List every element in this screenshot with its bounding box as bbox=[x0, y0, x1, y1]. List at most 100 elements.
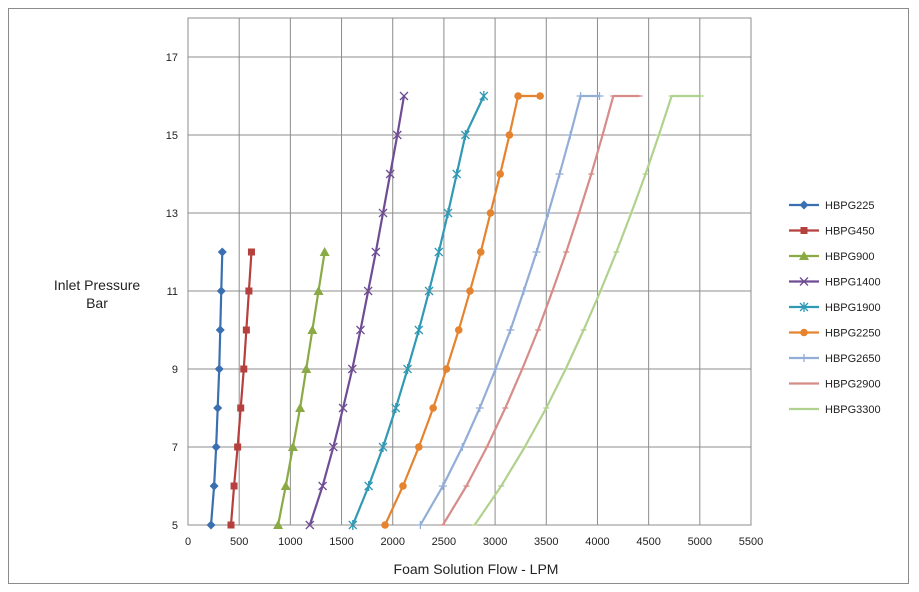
data-point-hbpg2650 bbox=[532, 248, 541, 256]
data-point-hbpg450 bbox=[237, 404, 245, 412]
series-hbpg3300 bbox=[471, 94, 704, 526]
series-line-hbpg3300 bbox=[473, 94, 701, 526]
data-point-hbpg1400 bbox=[385, 169, 395, 179]
x-axis-ticks: 0 500 1000 1500 2000 2500 3000 3500 4000 4500 5000… bbox=[185, 536, 763, 548]
data-point-hbpg225 bbox=[215, 325, 225, 335]
data-point-hbpg1900 bbox=[378, 442, 388, 452]
chart-frame bbox=[8, 8, 909, 584]
data-point-hbpg900 bbox=[273, 520, 284, 529]
data-point-hbpg2250 bbox=[496, 170, 505, 178]
data-point-hbpg1900 bbox=[364, 481, 374, 491]
legend-item-hbpg1400: HBPG1400 bbox=[789, 277, 881, 289]
x-tick-label: 3000 bbox=[483, 536, 507, 548]
plot-area bbox=[187, 17, 752, 526]
series-line-hbpg900 bbox=[277, 251, 326, 526]
data-point-hbpg1400 bbox=[347, 364, 357, 374]
y-axis-label-line-1: Inlet Pressure bbox=[54, 277, 141, 293]
x-tick-label: 1500 bbox=[329, 536, 353, 548]
data-point-hbpg225 bbox=[214, 364, 224, 374]
legend-marker bbox=[800, 354, 808, 362]
data-point-hbpg900 bbox=[287, 442, 298, 451]
data-point-hbpg2650 bbox=[576, 92, 585, 100]
data-point-hbpg1400 bbox=[356, 325, 365, 335]
data-point-hbpg2650 bbox=[519, 287, 528, 295]
legend-label: HBPG900 bbox=[825, 251, 875, 263]
data-point-hbpg2250 bbox=[381, 521, 389, 529]
data-point-hbpg2650 bbox=[555, 170, 564, 178]
data-point-hbpg2250 bbox=[399, 482, 407, 490]
series-line-hbpg2900 bbox=[441, 94, 640, 526]
data-point-hbpg1900 bbox=[443, 208, 453, 218]
grid-lines bbox=[187, 18, 752, 526]
x-tick-label: 0 bbox=[185, 536, 191, 548]
plot-area-border bbox=[187, 17, 752, 526]
series-line-hbpg450 bbox=[229, 251, 253, 526]
data-point-hbpg2250 bbox=[476, 248, 485, 256]
series-hbpg2250 bbox=[381, 92, 544, 529]
data-point-hbpg900 bbox=[301, 364, 312, 373]
series-hbpg1900 bbox=[348, 91, 489, 530]
data-point-hbpg2650 bbox=[566, 131, 575, 139]
data-point-hbpg2250 bbox=[514, 92, 522, 100]
data-point-hbpg225 bbox=[217, 247, 227, 257]
data-point-hbpg2250 bbox=[486, 209, 495, 217]
data-point-hbpg1400 bbox=[399, 91, 409, 101]
data-point-hbpg1900 bbox=[414, 325, 424, 335]
data-point-hbpg900 bbox=[307, 325, 318, 334]
data-point-hbpg1400 bbox=[392, 130, 402, 140]
legend-item-hbpg450: HBPG450 bbox=[789, 226, 875, 238]
legend-item-hbpg2650: HBPG2650 bbox=[789, 353, 881, 365]
y-tick-label: 5 bbox=[172, 520, 178, 532]
data-point-hbpg2250 bbox=[429, 404, 437, 412]
data-point-hbpg2650 bbox=[458, 443, 467, 451]
x-tick-label: 2000 bbox=[380, 536, 404, 548]
data-point-hbpg1900 bbox=[460, 130, 470, 140]
legend-item-hbpg2900: HBPG2900 bbox=[789, 379, 881, 391]
data-point-hbpg2650 bbox=[438, 482, 447, 490]
legend-label: HBPG225 bbox=[825, 200, 875, 212]
series-hbpg450 bbox=[227, 248, 255, 529]
series-line-hbpg1400 bbox=[308, 95, 406, 526]
legend-item-hbpg900: HBPG900 bbox=[789, 251, 875, 263]
data-point-hbpg900 bbox=[295, 403, 306, 412]
y-axis-ticks: 5 7 9 11 13 15 17 bbox=[166, 52, 178, 532]
data-point-hbpg2250 bbox=[415, 443, 423, 451]
data-point-hbpg2250 bbox=[536, 92, 544, 100]
y-tick-label: 13 bbox=[166, 208, 178, 220]
data-point-hbpg1400 bbox=[378, 208, 388, 218]
data-point-hbpg450 bbox=[227, 521, 235, 529]
data-point-hbpg1900 bbox=[348, 520, 358, 530]
x-tick-label: 3500 bbox=[534, 536, 558, 548]
data-point-hbpg1900 bbox=[403, 364, 413, 374]
data-point-hbpg1400 bbox=[371, 247, 381, 257]
data-point-hbpg900 bbox=[280, 481, 291, 490]
y-tick-label: 7 bbox=[172, 442, 178, 454]
data-point-hbpg1900 bbox=[391, 403, 401, 413]
x-tick-label: 5000 bbox=[688, 536, 712, 548]
x-tick-label: 4000 bbox=[585, 536, 609, 548]
data-point-hbpg1400 bbox=[328, 442, 338, 452]
series-line-hbpg225 bbox=[209, 251, 224, 526]
y-tick-label: 9 bbox=[172, 364, 178, 376]
data-point-hbpg2650 bbox=[475, 404, 484, 412]
legend-label: HBPG2250 bbox=[825, 328, 881, 340]
data-point-hbpg225 bbox=[209, 481, 219, 491]
data-point-hbpg1900 bbox=[452, 169, 462, 179]
legend-marker bbox=[799, 302, 809, 312]
data-point-hbpg1900 bbox=[434, 247, 444, 257]
data-point-hbpg225 bbox=[206, 520, 216, 530]
data-point-hbpg225 bbox=[211, 442, 221, 452]
series-hbpg2900 bbox=[439, 94, 643, 526]
data-point-hbpg1400 bbox=[338, 403, 348, 413]
data-point-hbpg2650 bbox=[544, 209, 553, 217]
data-point-hbpg450 bbox=[240, 365, 248, 373]
legend-item-hbpg3300: HBPG3300 bbox=[789, 404, 881, 416]
legend-marker bbox=[800, 227, 808, 234]
legend: HBPG225 HBPG450 HBPG900 HBPG1400 HBPG1900 HBP… bbox=[789, 200, 881, 416]
series-hbpg900 bbox=[273, 247, 330, 529]
data-point-hbpg2650 bbox=[491, 365, 500, 373]
data-point-hbpg2250 bbox=[454, 326, 463, 334]
legend-label: HBPG2900 bbox=[825, 379, 881, 391]
series-line-hbpg2650 bbox=[419, 94, 600, 526]
data-point-hbpg2250 bbox=[466, 287, 474, 295]
